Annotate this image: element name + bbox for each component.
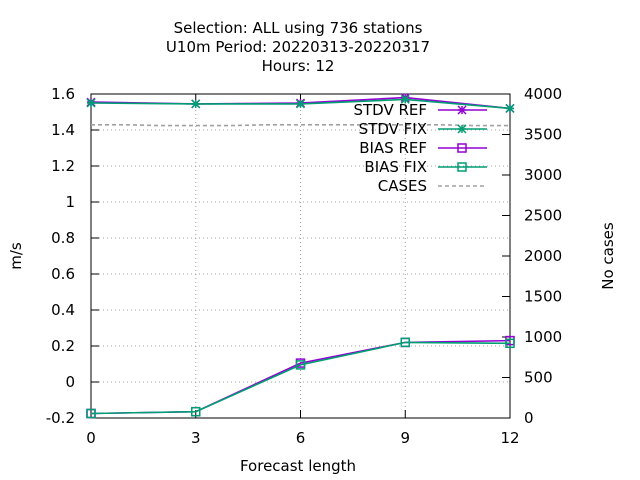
data-point-square (191, 406, 201, 417)
y2-tick-label: 1000 (524, 328, 562, 346)
series-line-bias-fix (90, 341, 511, 415)
data-point-square (295, 360, 306, 370)
y2-tick-label: 2500 (524, 207, 562, 225)
data-point-square (457, 143, 467, 153)
data-point-star (295, 99, 306, 109)
chart-title-line-1: Selection: ALL using 736 stations (174, 19, 423, 37)
series-line-cases (91, 123, 510, 127)
data-point-square (505, 338, 515, 349)
y2-tick-label: 2000 (524, 247, 562, 265)
x-tick-label: 9 (400, 429, 410, 447)
data-point-star (400, 94, 410, 104)
y2-tick-label: 0 (524, 409, 534, 427)
x-tick-label: 12 (500, 429, 519, 447)
data-point-star (457, 124, 467, 134)
data-point-star (191, 99, 201, 109)
y-tick-label: 0.6 (51, 265, 75, 283)
data-point-star (457, 105, 467, 115)
y-tick-label: -0.2 (46, 409, 75, 427)
y2-tick-label: 3500 (524, 126, 562, 144)
data-point-square (457, 162, 467, 172)
y2-tick-label: 4000 (524, 85, 562, 103)
legend-label: STDV REF (353, 101, 427, 119)
data-point-square (400, 337, 410, 348)
y-tick-label: 0.4 (51, 301, 75, 319)
legend-label: BIAS FIX (364, 158, 427, 176)
x-tick-label: 3 (191, 429, 201, 447)
legend-label: STDV FIX (359, 120, 427, 138)
y-tick-label: 0.8 (51, 229, 75, 247)
y-tick-label: 0 (65, 373, 75, 391)
y-tick-label: 0.2 (51, 337, 75, 355)
x-tick-label: 0 (86, 429, 96, 447)
y2-tick-label: 1500 (524, 288, 562, 306)
data-point-square (86, 408, 96, 419)
legend-label: CASES (378, 177, 427, 195)
x-axis-label: Forecast length (240, 457, 356, 475)
axis-ticks: -0.2 0 0.2 0.4 0.6 0.8 1 1.2 1.4 1.6 0 3 6 9 12 0 500 100… (46, 85, 562, 447)
data-point-star (86, 98, 96, 108)
y-tick-label: 1.2 (51, 157, 75, 175)
y2-tick-label: 500 (524, 369, 553, 387)
data-point-star (505, 103, 515, 113)
y2-axis-label: No cases (599, 222, 617, 290)
y-tick-label: 1.4 (51, 121, 75, 139)
y2-tick-label: 3000 (524, 166, 562, 184)
data-series (86, 93, 515, 419)
y-tick-label: 1 (65, 193, 75, 211)
x-tick-label: 6 (296, 429, 306, 447)
legend-label: BIAS REF (359, 139, 427, 157)
y-tick-label: 1.6 (51, 85, 75, 103)
chart-title-line-3: Hours: 12 (262, 57, 335, 75)
y-axis-label: m/s (7, 242, 25, 270)
chart-title-line-2: U10m Period: 20220313-20220317 (166, 38, 430, 56)
